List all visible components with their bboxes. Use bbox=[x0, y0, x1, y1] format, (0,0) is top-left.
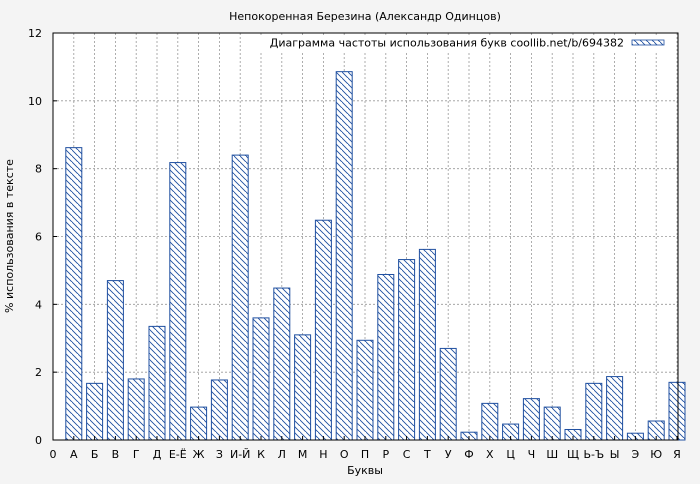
x-tick-label: П bbox=[361, 448, 369, 461]
x-tick-label: К bbox=[257, 448, 265, 461]
y-tick-label: 6 bbox=[35, 231, 42, 244]
chart-title: Непокоренная Березина (Александр Одинцов… bbox=[229, 10, 501, 23]
x-tick-label: Ш bbox=[546, 448, 558, 461]
legend-swatch bbox=[631, 39, 665, 46]
bar-9 bbox=[231, 154, 249, 441]
legend-label: Диаграмма частоты использования букв coo… bbox=[270, 37, 624, 50]
x-tick-label-origin: 0 bbox=[50, 448, 57, 461]
x-tick-label: Щ bbox=[567, 448, 579, 461]
x-tick-label: Ч bbox=[528, 448, 536, 461]
x-tick-label: Д bbox=[153, 448, 162, 461]
bar-14 bbox=[335, 71, 353, 441]
x-axis-label: Буквы bbox=[347, 464, 383, 477]
bar-24 bbox=[543, 406, 561, 441]
y-tick-label: 12 bbox=[28, 27, 42, 40]
x-tick-label: Т bbox=[423, 448, 431, 461]
x-tick-label: Р bbox=[382, 448, 389, 461]
legend-background bbox=[242, 35, 676, 52]
bar-27 bbox=[606, 376, 624, 441]
y-tick-label: 10 bbox=[28, 95, 42, 108]
x-tick-label: Л bbox=[278, 448, 286, 461]
x-tick-label: У bbox=[445, 448, 452, 461]
y-axis-ticks: 0 2 4 6 8 10 12 bbox=[28, 27, 57, 447]
bar-11 bbox=[273, 287, 291, 441]
y-tick-label: 8 bbox=[35, 163, 42, 176]
y-axis-label: % использования в тексте bbox=[3, 159, 16, 313]
x-tick-label: Я bbox=[673, 448, 681, 461]
bar-8 bbox=[210, 379, 228, 441]
x-tick-label: В bbox=[112, 448, 120, 461]
x-tick-label: Ь-Ъ bbox=[583, 448, 604, 461]
bar-10 bbox=[252, 317, 270, 441]
bar-30 bbox=[668, 381, 686, 441]
x-tick-label: И-Й bbox=[230, 448, 250, 461]
y-tick-label: 4 bbox=[35, 298, 42, 311]
legend: Диаграмма частоты использования букв coo… bbox=[242, 35, 676, 52]
x-tick-label: Ф bbox=[464, 448, 473, 461]
x-tick-label: Г bbox=[133, 448, 140, 461]
x-tick-label: Н bbox=[319, 448, 327, 461]
bar-5 bbox=[148, 325, 166, 441]
bar-4 bbox=[127, 378, 145, 441]
bar-12 bbox=[294, 334, 312, 441]
x-tick-label: О bbox=[340, 448, 349, 461]
x-tick-label: Э bbox=[632, 448, 640, 461]
x-tick-label: Ю bbox=[650, 448, 662, 461]
x-tick-label: Б bbox=[91, 448, 99, 461]
bar-26 bbox=[585, 382, 603, 441]
x-tick-label: Е-Ё bbox=[169, 448, 187, 461]
x-tick-label: Х bbox=[486, 448, 494, 461]
bar-7 bbox=[190, 406, 208, 441]
bar-1 bbox=[65, 147, 83, 441]
bar-2 bbox=[86, 382, 104, 441]
bar-23 bbox=[522, 398, 540, 441]
x-tick-label: М bbox=[298, 448, 308, 461]
x-tick-label: С bbox=[403, 448, 411, 461]
bar-13 bbox=[314, 219, 332, 441]
x-tick-label: Ц bbox=[506, 448, 515, 461]
y-tick-label: 0 bbox=[35, 434, 42, 447]
bar-21 bbox=[481, 402, 499, 441]
bar-17 bbox=[398, 259, 416, 441]
x-tick-label: Ы bbox=[610, 448, 620, 461]
x-tick-label: Ж bbox=[193, 448, 205, 461]
x-tick-label: З bbox=[216, 448, 223, 461]
bar-18 bbox=[418, 248, 436, 441]
y-tick-label: 2 bbox=[35, 366, 42, 379]
bar-15 bbox=[356, 339, 374, 441]
bar-3 bbox=[106, 280, 124, 441]
x-axis-ticks: 0 А Б В Г Д Е-Ё Ж З И-Й К Л М Н О П Р С Т У Ф Х Ц Ч Ш Щ Ь-Ъ Ы Э Ю Я bbox=[50, 436, 681, 461]
bar-6 bbox=[169, 162, 187, 441]
x-tick-label: А bbox=[70, 448, 78, 461]
bar-16 bbox=[377, 273, 395, 441]
bar-19 bbox=[439, 347, 457, 441]
